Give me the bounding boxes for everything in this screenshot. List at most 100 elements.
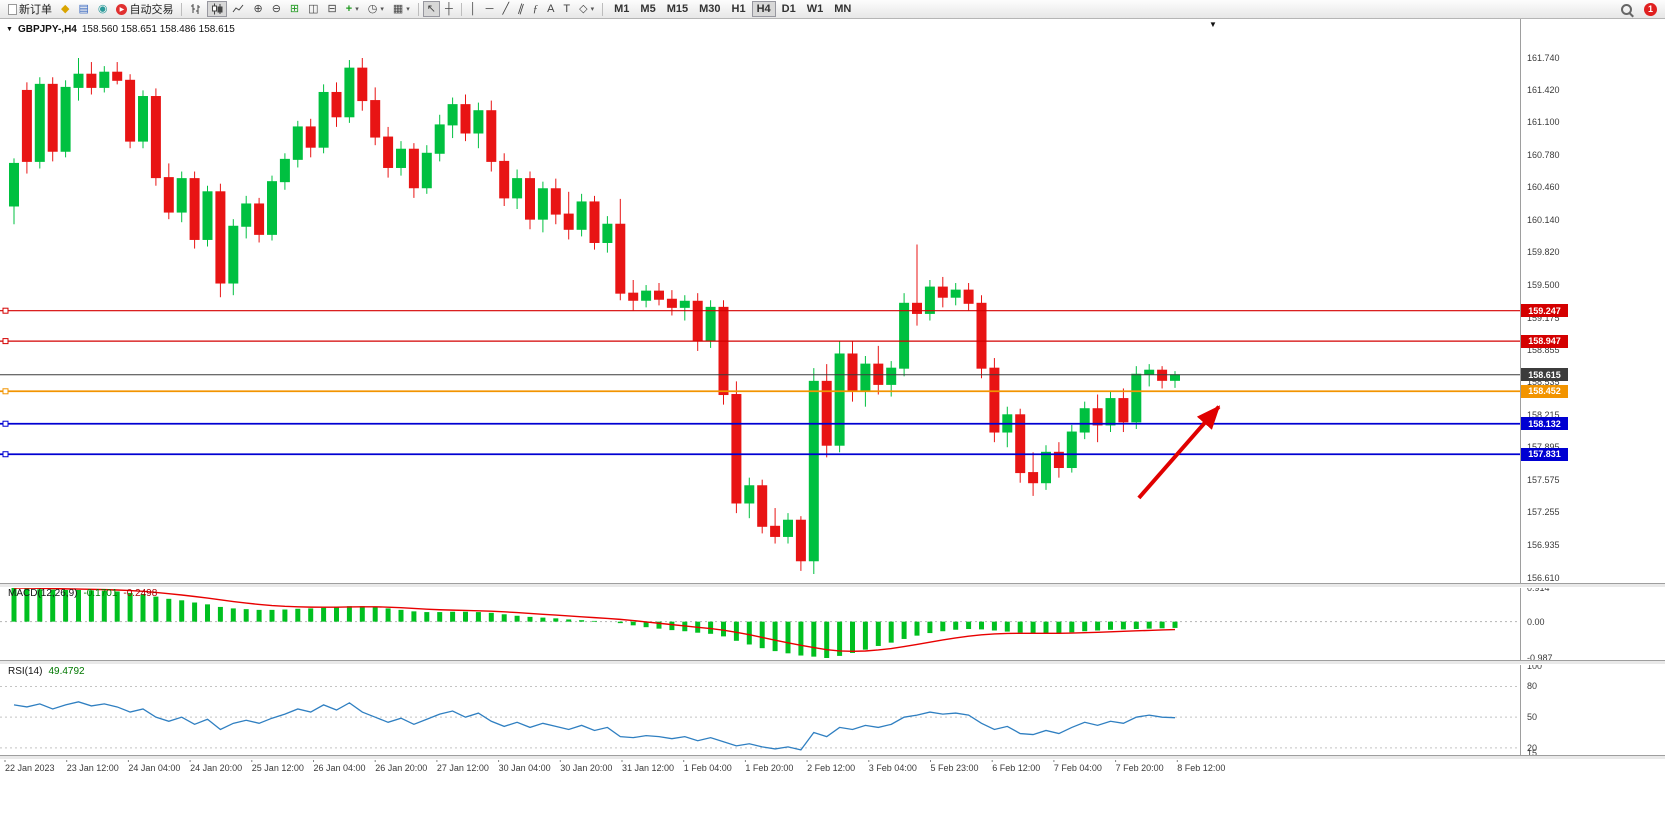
line-chart-mode-button[interactable] <box>228 1 248 17</box>
timeframe-toolbar: M1 M5 M15 M30 H1 H4 D1 W1 MN <box>609 1 856 17</box>
price-tick: 161.100 <box>1527 117 1560 128</box>
fibonacci-button[interactable]: ƒ <box>529 1 543 17</box>
indicators-button[interactable]: + ▾ <box>342 1 363 17</box>
timeframe-h1-button[interactable]: H1 <box>727 1 751 17</box>
channel-icon: ∥ <box>516 1 526 16</box>
price-tick: 158.535 <box>1527 377 1560 388</box>
cascade-windows-icon: ◫ <box>308 2 319 15</box>
notification-badge[interactable]: 1 <box>1644 2 1657 16</box>
toolbar-separator <box>460 2 462 16</box>
timeframe-d1-button[interactable]: D1 <box>777 1 801 17</box>
timeframe-m15-button[interactable]: M15 <box>662 1 693 17</box>
navigator-icon: ▤ <box>78 2 89 15</box>
toolbar-separator <box>602 2 604 16</box>
cascade-windows-button[interactable]: ◫ <box>304 1 322 17</box>
vertical-line-icon: │ <box>469 2 477 15</box>
clock-icon: ◷ <box>367 2 378 15</box>
line-chart-icon <box>233 4 244 13</box>
macd-signal-line <box>13 587 1176 653</box>
chart-shift-marker[interactable]: ▼ <box>1209 20 1217 29</box>
auto-trading-label: 自动交易 <box>129 4 174 16</box>
price-tag-158.615: 158.615 <box>1521 368 1568 382</box>
macd-scale-label: 0.00 <box>1527 616 1545 627</box>
new-order-label: 新订单 <box>19 4 52 16</box>
new-order-button[interactable]: 新订单 <box>4 1 56 17</box>
horizontal-line-icon: ─ <box>485 2 494 15</box>
candlestick-mode-button[interactable] <box>207 1 228 17</box>
panel-splitter[interactable] <box>0 755 1665 760</box>
search-icon <box>1621 3 1632 15</box>
rsi-name: RSI(14) <box>8 666 43 677</box>
timeframe-w1-button[interactable]: W1 <box>802 1 829 17</box>
macd-signal-value: -0.2498 <box>123 588 158 599</box>
timeframe-m5-button[interactable]: M5 <box>635 1 660 17</box>
panel-splitter[interactable] <box>0 660 1665 665</box>
zoom-in-button[interactable]: ⊕ <box>249 1 266 17</box>
symbol-dropdown-icon[interactable]: ▼ <box>6 26 13 33</box>
macd-histogram <box>11 588 1178 658</box>
trendline-button[interactable]: ╱ <box>498 1 513 17</box>
ohlc-values: 158.560 158.651 158.486 158.615 <box>81 24 235 35</box>
bar-chart-icon <box>191 4 201 14</box>
timeframe-m30-button[interactable]: M30 <box>694 1 725 17</box>
fibonacci-icon: ƒ <box>532 2 539 15</box>
text-label-icon: T <box>563 2 571 15</box>
templates-icon: ▦ <box>392 2 404 15</box>
arrange-windows-button[interactable]: ⊟ <box>324 1 341 17</box>
periods-dropdown-icon: ▾ <box>380 6 384 13</box>
channel-button[interactable]: ∥ <box>514 1 528 17</box>
timeframe-h4-button[interactable]: H4 <box>751 1 776 17</box>
shapes-icon: ◇ <box>579 2 588 15</box>
indicators-icon: + <box>345 2 353 15</box>
horizontal-line-button[interactable]: ─ <box>482 1 498 17</box>
rsi-scale-label: 80 <box>1527 681 1538 692</box>
signals-button[interactable]: ◉ <box>94 1 112 17</box>
macd-label: MACD(12,26,9) -0.1701 -0.2498 <box>8 588 157 599</box>
price-tag-157.831: 157.831 <box>1521 447 1568 461</box>
vertical-line-button[interactable]: │ <box>466 1 481 17</box>
price-tick: 160.460 <box>1527 182 1560 193</box>
rsi-scale-label: 20 <box>1527 742 1538 753</box>
price-tag-158.132: 158.132 <box>1521 417 1568 431</box>
auto-trading-button[interactable]: ▶ 自动交易 <box>112 1 177 17</box>
panel-splitter[interactable] <box>0 583 1665 588</box>
timeframe-m1-button[interactable]: M1 <box>609 1 634 17</box>
bar-chart-mode-button[interactable] <box>186 1 206 17</box>
arrow-annotation[interactable] <box>1137 405 1221 500</box>
price-tick: 157.255 <box>1527 507 1560 518</box>
navigator-button[interactable]: ▤ <box>74 1 92 17</box>
price-tick: 160.140 <box>1527 214 1560 225</box>
price-tick: 156.935 <box>1527 539 1560 550</box>
cursor-button[interactable]: ↖ <box>422 1 440 17</box>
price-tick: 156.610 <box>1527 572 1560 583</box>
rsi-scale-label: 100 <box>1527 661 1543 671</box>
price-tag-158.452: 158.452 <box>1521 384 1568 398</box>
price-axis[interactable]: 161.740 161.420 161.100 160.780 160.460 160.1… <box>1520 0 1665 832</box>
market-watch-button[interactable]: ◆ <box>57 1 73 17</box>
text-button[interactable]: A <box>543 1 558 17</box>
axis-separator <box>1520 19 1521 758</box>
new-order-icon <box>8 3 17 15</box>
tile-windows-icon: ⊞ <box>289 2 300 15</box>
timeframe-mn-button[interactable]: MN <box>829 1 856 17</box>
rsi-label: RSI(14) 49.4792 <box>8 666 85 677</box>
crosshair-button[interactable]: ┼ <box>441 1 457 17</box>
tile-windows-button[interactable]: ⊞ <box>286 1 303 17</box>
candlestick-icon <box>212 3 223 15</box>
toolbar-separator <box>181 2 183 16</box>
rsi-value: 49.4792 <box>48 666 85 677</box>
indicators-dropdown-icon: ▾ <box>355 6 359 13</box>
templates-button[interactable]: ▦ ▾ <box>389 1 414 17</box>
zoom-out-button[interactable]: ⊖ <box>268 1 285 17</box>
macd-scale-label: -0.987 <box>1527 653 1553 663</box>
text-label-button[interactable]: T <box>559 1 574 17</box>
price-tick: 157.575 <box>1527 474 1560 485</box>
periods-button[interactable]: ◷ ▾ <box>364 1 388 17</box>
rsi-line <box>13 701 1176 751</box>
macd-name: MACD(12,26,9) <box>8 588 78 599</box>
price-tick: 160.780 <box>1527 149 1560 160</box>
search-button[interactable] <box>1617 1 1636 17</box>
arrows-button[interactable]: ◇ ▾ <box>575 1 598 17</box>
